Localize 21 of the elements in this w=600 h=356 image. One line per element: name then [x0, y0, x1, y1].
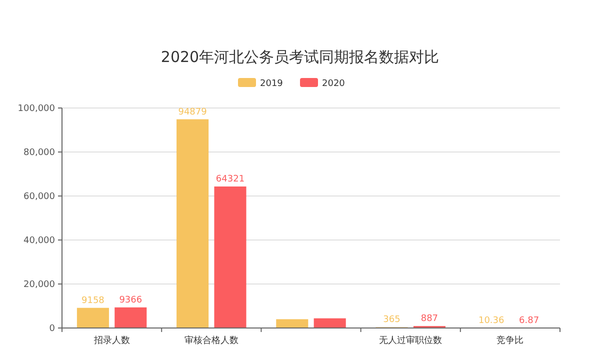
data-label: 64321: [216, 174, 245, 184]
y-tick-label: 100,000: [18, 104, 56, 114]
data-label: 94879: [178, 107, 208, 118]
y-tick-label: 20,000: [24, 280, 56, 290]
data-label: 10.36: [478, 316, 505, 326]
x-tick-label: 招录人数: [92, 335, 130, 346]
data-label: 887: [420, 314, 438, 324]
data-label: 365: [383, 315, 400, 326]
y-tick-label: 60,000: [24, 192, 56, 202]
data-label: 6.87: [519, 316, 540, 326]
data-label: 9366: [119, 295, 142, 306]
y-tick-label: 0: [49, 324, 56, 334]
y-tick-label: 80,000: [24, 148, 56, 158]
legend-label: 2020: [322, 79, 346, 89]
legend-label: 2019: [260, 79, 284, 89]
data-label: 9158: [82, 296, 105, 306]
y-tick-label: 40,000: [24, 236, 56, 246]
x-tick-label: 审核合格人数: [184, 335, 238, 346]
x-tick-label: 无人过审职位数: [379, 335, 442, 346]
x-tick-label: 竞争比: [496, 335, 524, 346]
chart-title: 2020年河北公务员考试同期报名数据对比: [160, 48, 440, 66]
